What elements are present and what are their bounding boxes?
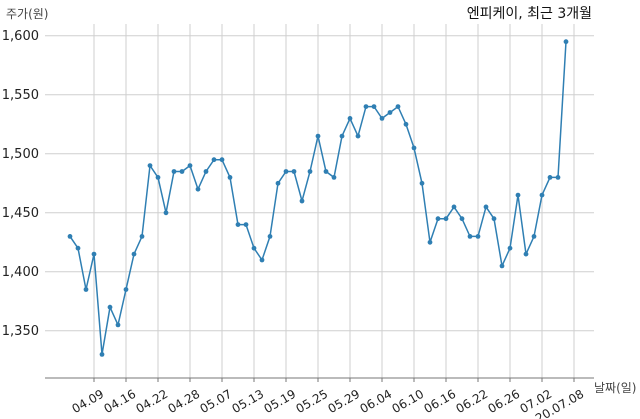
- data-point: [243, 222, 249, 228]
- data-point: [395, 104, 401, 109]
- data-point: [155, 175, 161, 180]
- y-ticks: 1,350 1,400 1,450 1,500 1,550 1,600: [2, 29, 39, 339]
- x-tick-label: 06.26: [486, 387, 523, 416]
- data-point: [139, 234, 145, 239]
- data-point: [179, 169, 185, 174]
- data-point: [219, 157, 225, 163]
- data-point: [131, 251, 137, 257]
- x-tick-label: 05.13: [230, 387, 267, 416]
- data-point: [523, 251, 529, 257]
- data-point: [555, 175, 561, 180]
- data-point: [459, 216, 465, 222]
- grid: [45, 24, 594, 378]
- data-point: [115, 322, 121, 328]
- data-point: [251, 245, 257, 251]
- data-point: [107, 304, 113, 310]
- data-point: [507, 245, 513, 251]
- data-point: [347, 116, 353, 121]
- data-point: [299, 198, 305, 204]
- x-tick-label: 04.28: [166, 387, 203, 416]
- x-tick-label: 06.04: [358, 387, 395, 416]
- x-ticks: 04.0904.1604.2204.2805.0705.1305.1905.25…: [70, 387, 587, 419]
- data-point: [123, 287, 129, 292]
- data-point: [307, 169, 313, 174]
- y-tick-label: 1,600: [2, 29, 39, 44]
- data-point: [283, 169, 289, 174]
- data-point: [539, 192, 545, 198]
- y-tick-label: 1,400: [2, 265, 39, 280]
- data-point: [475, 234, 481, 239]
- x-tick-label: 05.29: [326, 387, 363, 416]
- data-point: [331, 175, 337, 180]
- data-point: [99, 352, 105, 357]
- data-point: [435, 216, 441, 222]
- data-point: [163, 210, 169, 216]
- data-point: [67, 234, 73, 239]
- data-point: [259, 257, 265, 263]
- y-tick-label: 1,550: [2, 88, 39, 103]
- data-point: [563, 39, 569, 45]
- data-point: [171, 169, 177, 174]
- data-point: [83, 287, 89, 292]
- data-point: [547, 175, 553, 180]
- data-point: [339, 133, 345, 139]
- data-point: [187, 163, 193, 169]
- data-point: [91, 251, 97, 257]
- x-tick-label: 06.22: [454, 387, 491, 416]
- data-point: [491, 216, 497, 222]
- data-point: [451, 204, 457, 210]
- x-tick-label: 04.16: [102, 387, 139, 416]
- data-point: [355, 133, 361, 139]
- data-point: [379, 116, 385, 121]
- x-axis-label: 날짜(일): [594, 381, 636, 395]
- data-point: [427, 239, 433, 245]
- x-tick-label: 06.10: [390, 387, 427, 416]
- x-tick-label: 06.16: [422, 387, 459, 416]
- y-tick-label: 1,350: [2, 324, 39, 339]
- x-tick-label: 05.07: [198, 387, 235, 416]
- data-point: [419, 180, 425, 186]
- data-point: [323, 169, 329, 174]
- axes: [45, 377, 594, 382]
- x-tick-label: 05.25: [294, 387, 331, 416]
- data-point: [403, 121, 409, 127]
- data-point: [235, 222, 241, 228]
- data-point: [371, 104, 377, 109]
- y-axis-label: 주가(원): [6, 7, 48, 21]
- y-tick-label: 1,500: [2, 147, 39, 162]
- data-point: [363, 104, 369, 109]
- data-point: [75, 245, 81, 251]
- data-point: [467, 234, 473, 239]
- data-point: [227, 175, 233, 180]
- data-point: [147, 163, 153, 169]
- data-point: [211, 157, 217, 163]
- data-point: [443, 216, 449, 222]
- series: [67, 39, 569, 357]
- data-point: [411, 145, 417, 151]
- chart-title: 엔피케이, 최근 3개월: [467, 6, 592, 22]
- y-tick-label: 1,450: [2, 206, 39, 221]
- x-tick-label: 04.09: [70, 387, 107, 416]
- data-point: [291, 169, 297, 174]
- x-tick-label: 04.22: [134, 387, 171, 416]
- data-point: [499, 263, 505, 269]
- data-point: [195, 186, 201, 192]
- x-tick-label: 05.19: [262, 387, 299, 416]
- data-point: [267, 234, 273, 239]
- data-point: [275, 180, 281, 186]
- data-point: [315, 133, 321, 139]
- data-point: [483, 204, 489, 210]
- data-point: [203, 169, 209, 174]
- data-point: [531, 234, 537, 239]
- data-point: [515, 192, 521, 198]
- data-point: [387, 110, 393, 115]
